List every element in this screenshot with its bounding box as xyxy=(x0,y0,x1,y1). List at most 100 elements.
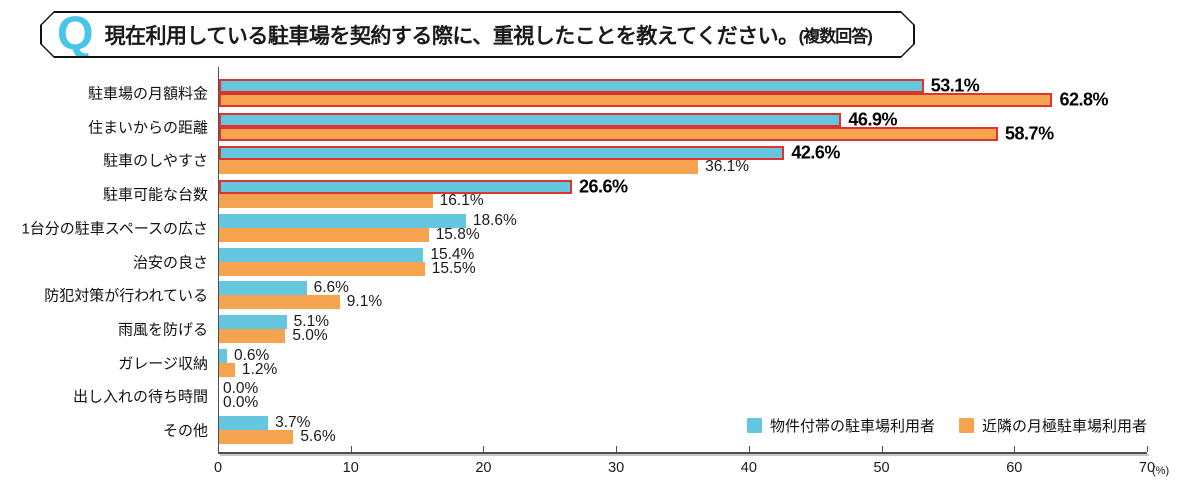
bar-line: 36.1% xyxy=(219,158,1148,176)
bar-line: 18.6% xyxy=(219,211,1148,229)
category-row: 住まいからの距離 46.9% 58.7% xyxy=(0,109,1202,143)
bar-line: 1.2% xyxy=(219,360,1148,378)
x-tick xyxy=(881,446,883,452)
bar-orange-series xyxy=(219,328,286,343)
value-label: 9.1% xyxy=(346,293,383,311)
category-bars: 6.6% 9.1% xyxy=(219,279,1148,311)
x-tick-label: 10 xyxy=(342,460,359,476)
x-tick xyxy=(1147,446,1148,452)
category-label: 住まいからの距離 xyxy=(87,119,208,137)
bar-line: 26.6% xyxy=(219,177,1148,197)
bar-blue-series xyxy=(219,348,227,363)
value-label: 15.5% xyxy=(431,259,476,277)
value-label: 5.1% xyxy=(293,312,330,330)
bar-line: 15.4% xyxy=(219,245,1148,263)
category-label: 1台分の駐車スペースの広さ xyxy=(21,220,208,238)
x-tick xyxy=(218,446,219,452)
bar-orange-series xyxy=(219,126,999,141)
x-axis-unit-label: (%) xyxy=(1152,465,1170,477)
category-row: 駐車場の月額料金 53.1% 62.8% xyxy=(0,76,1202,110)
bar-blue-series xyxy=(219,314,287,329)
category-row: 1台分の駐車スペースの広さ 18.6% 15.8% xyxy=(0,211,1202,243)
value-label: 5.6% xyxy=(300,428,336,445)
bar-orange-series xyxy=(219,227,429,242)
x-tick-label: 20 xyxy=(475,460,492,476)
category-label: 出し入れの待ち時間 xyxy=(72,388,208,406)
category-row: 駐車のしやすさ 42.6% 36.1% xyxy=(0,143,1202,176)
bar-line: 5.1% xyxy=(219,312,1148,330)
bar-line: 3.7% xyxy=(219,414,1148,431)
value-label: 3.7% xyxy=(275,414,311,431)
x-tick xyxy=(616,446,618,452)
value-label: 0.0% xyxy=(223,394,259,412)
bar-line: 5.6% xyxy=(219,428,1148,445)
bar-blue-series xyxy=(219,180,573,195)
bar-line: 58.7% xyxy=(219,123,1148,143)
bar-line: 15.8% xyxy=(219,226,1148,243)
legend-label: 物件付帯の駐車場利用者 xyxy=(769,418,935,435)
x-tick-label: 50 xyxy=(873,460,890,476)
category-row: ガレージ収納 0.6% 1.2% xyxy=(0,346,1202,378)
category-label: 駐車場の月額料金 xyxy=(87,85,208,103)
bar-line: 53.1% xyxy=(219,76,1148,96)
bar-blue-series xyxy=(219,146,785,161)
question-note: (複数回答) xyxy=(798,27,872,46)
bar-line: 0.0% xyxy=(219,380,1148,398)
x-tick-label: 70 xyxy=(1138,460,1156,476)
value-label: 46.9% xyxy=(848,109,897,130)
bar-line: 9.1% xyxy=(219,293,1148,311)
value-label: 18.6% xyxy=(472,211,517,229)
category-row: 雨風を防げる 5.1% 5.0% xyxy=(0,312,1202,344)
question-banner-inner: Q 現在利用している駐車場を契約する際に、重視したことを教えてください。 (複数… xyxy=(42,13,913,56)
bar-orange-series xyxy=(219,295,340,310)
bar-line: 15.5% xyxy=(219,259,1148,277)
value-label: 0.6% xyxy=(233,346,270,364)
question-text: 現在利用している駐車場を契約する際に、重視したことを教えてください。 xyxy=(104,24,799,48)
x-tick-label: 40 xyxy=(740,460,757,476)
category-label: その他 xyxy=(162,422,208,440)
x-axis-line xyxy=(218,452,1147,454)
category-row: 出し入れの待ち時間 0.0% 0.0% xyxy=(0,380,1202,412)
value-label: 36.1% xyxy=(705,158,750,176)
bar-line: 0.6% xyxy=(219,346,1148,364)
x-tick xyxy=(350,446,352,452)
category-bars: 5.1% 5.0% xyxy=(219,312,1148,344)
bar-blue-series xyxy=(219,281,307,296)
value-label: 58.7% xyxy=(1005,123,1054,144)
bar-orange-series xyxy=(219,160,699,175)
category-label: 防犯対策が行われている xyxy=(44,287,208,305)
category-bars: 18.6% 15.8% xyxy=(219,211,1148,243)
category-row: その他 3.7% 5.6% xyxy=(0,414,1202,445)
value-label: 0.0% xyxy=(223,380,259,398)
category-label: 駐車可能な台数 xyxy=(102,186,208,204)
legend-swatch-icon xyxy=(958,418,974,433)
category-label: ガレージ収納 xyxy=(118,355,208,373)
x-tick xyxy=(483,446,485,452)
category-bars: 3.7% 5.6% xyxy=(219,414,1148,445)
category-row: 防犯対策が行われている 6.6% 9.1% xyxy=(0,279,1202,311)
bar-orange-series xyxy=(219,430,294,444)
legend-item-orange: 近隣の月極駐車場利用者 xyxy=(958,415,1147,436)
bar-orange-series xyxy=(219,362,235,377)
chart-legend: 物件付帯の駐車場利用者 近隣の月極駐車場利用者 xyxy=(746,415,1147,436)
legend-swatch-icon xyxy=(746,418,762,433)
category-bars: 42.6% 36.1% xyxy=(219,143,1148,176)
category-label: 駐車のしやすさ xyxy=(103,152,208,170)
bar-line: 42.6% xyxy=(219,143,1148,163)
value-label: 15.4% xyxy=(430,245,475,263)
x-tick xyxy=(748,446,750,452)
category-bars: 15.4% 15.5% xyxy=(219,245,1148,277)
bar-line: 5.0% xyxy=(219,326,1148,344)
value-label: 62.8% xyxy=(1059,89,1108,110)
value-label: 5.0% xyxy=(292,326,328,344)
bar-line: 0.0% xyxy=(219,394,1148,412)
category-bars: 46.9% 58.7% xyxy=(219,109,1148,143)
x-tick-label: 0 xyxy=(213,460,223,476)
bar-line: 62.8% xyxy=(219,90,1148,110)
legend-item-blue: 物件付帯の駐車場利用者 xyxy=(746,415,935,436)
bar-blue-series xyxy=(219,79,924,93)
value-label: 53.1% xyxy=(930,75,980,96)
value-label: 1.2% xyxy=(241,360,278,378)
bar-blue-series xyxy=(219,213,466,228)
